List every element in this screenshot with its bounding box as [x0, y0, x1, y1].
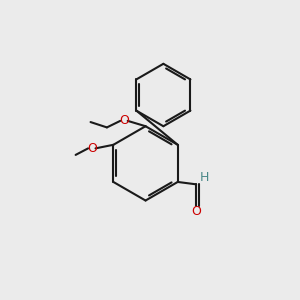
Text: O: O	[119, 114, 129, 128]
Text: H: H	[200, 171, 209, 184]
Text: O: O	[87, 142, 97, 155]
Text: O: O	[191, 205, 201, 218]
